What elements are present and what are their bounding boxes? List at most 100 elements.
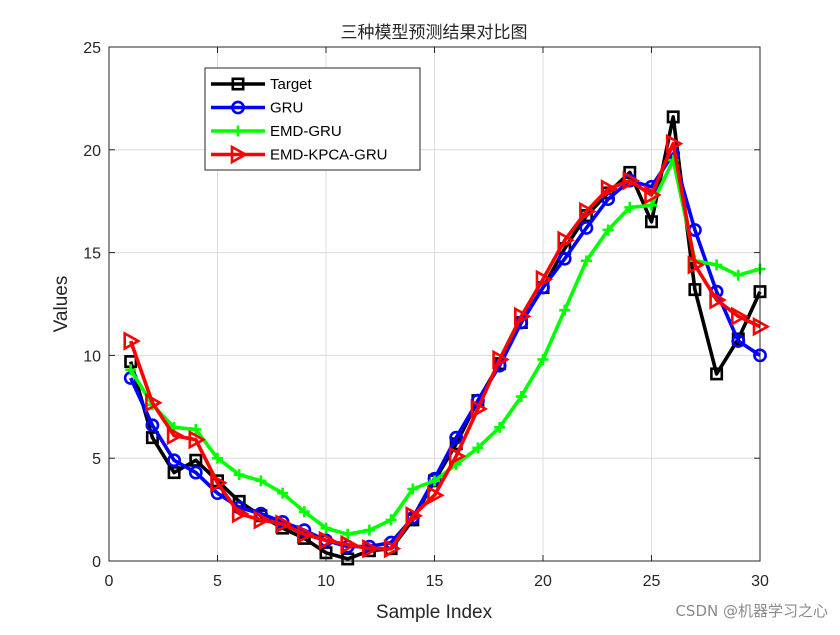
data-point-emd-gru: [646, 199, 657, 211]
data-point-target: [341, 552, 355, 566]
legend-marker-emd-kpca-gru: [230, 144, 249, 165]
data-point-emd-kpca-gru: [687, 255, 706, 275]
legend-entry-target: Target: [211, 76, 313, 93]
x-tick-label: 10: [317, 573, 335, 590]
data-point-emd-gru: [494, 421, 506, 433]
legend-entry-gru: GRU: [211, 100, 303, 117]
data-point-emd-kpca-gru: [622, 170, 640, 191]
data-point-emd-kpca-gru: [557, 230, 575, 250]
data-point-target: [167, 466, 181, 480]
data-point-emd-gru: [125, 364, 137, 376]
data-point-gru: [167, 453, 181, 468]
data-point-emd-kpca-gru: [210, 473, 228, 493]
y-axis-label: Values: [51, 276, 72, 333]
y-tick-label: 5: [92, 451, 101, 468]
data-point-gru: [557, 251, 572, 266]
data-point-emd-kpca-gru: [579, 201, 597, 222]
data-point-emd-kpca-gru: [535, 269, 554, 290]
data-point-emd-gru: [711, 259, 723, 271]
watermark: CSDN @机器学习之心: [675, 602, 828, 620]
legend-marker-target: [231, 77, 245, 91]
data-point-emd-kpca-gru: [427, 485, 445, 505]
data-point-emd-kpca-gru: [362, 538, 380, 559]
data-point-emd-kpca-gru: [145, 392, 163, 413]
legend-marker-gru: [231, 100, 245, 115]
data-point-target: [145, 431, 159, 445]
data-point-gru: [731, 334, 746, 348]
data-point-emd-gru: [537, 354, 549, 366]
data-point-emd-kpca-gru: [492, 349, 510, 370]
data-point-emd-gru: [212, 452, 223, 464]
data-point-gru: [188, 465, 203, 480]
data-point-emd-kpca-gru: [644, 185, 662, 205]
data-point-emd-gru: [407, 483, 419, 495]
legend-label-target: Target: [270, 76, 313, 93]
y-tick-label: 0: [92, 554, 101, 571]
data-point-target: [666, 110, 680, 124]
data-point-emd-kpca-gru: [318, 530, 337, 551]
data-point-emd-kpca-gru: [166, 425, 185, 446]
data-point-emd-kpca-gru: [730, 306, 749, 327]
data-point-emd-gru: [429, 475, 440, 487]
data-point-emd-gru: [732, 269, 744, 281]
data-point-emd-gru: [385, 514, 397, 526]
data-point-emd-kpca-gru: [470, 399, 489, 419]
data-point-emd-gru: [255, 475, 267, 487]
tick-marks: 0 5 10 15 20 25 30 0 5 10 15 20 25: [83, 40, 769, 590]
data-point-emd-kpca-gru: [188, 429, 206, 450]
data-point-emd-kpca-gru: [231, 504, 250, 524]
data-point-emd-gru: [624, 201, 636, 213]
legend-label-gru: GRU: [270, 100, 303, 117]
data-point-emd-kpca-gru: [709, 290, 727, 310]
data-point-target: [189, 453, 203, 467]
legend-marker-emd-gru: [232, 125, 244, 137]
data-point-target: [710, 367, 724, 381]
data-point-emd-kpca-gru: [665, 133, 684, 154]
data-point-emd-kpca-gru: [123, 331, 141, 351]
data-point-emd-gru: [342, 528, 354, 540]
data-point-emd-gru: [580, 255, 592, 267]
data-point-emd-kpca-gru: [383, 538, 402, 559]
data-point-emd-kpca-gru: [513, 306, 532, 327]
series-lines: [123, 110, 771, 566]
x-tick-label: 30: [751, 573, 769, 590]
data-point-emd-gru: [559, 304, 571, 316]
x-tick-label: 0: [105, 573, 114, 590]
x-tick-label: 20: [534, 573, 552, 590]
data-point-gru: [449, 430, 464, 445]
y-tick-label: 15: [83, 246, 101, 263]
legend-label-emd-gru: EMD-GRU: [270, 123, 342, 140]
chart-title: 三种模型预测结果对比图: [341, 23, 528, 43]
data-point-emd-kpca-gru: [296, 524, 315, 544]
x-tick-label: 15: [426, 573, 444, 590]
data-point-emd-kpca-gru: [600, 179, 619, 199]
data-point-emd-gru: [298, 506, 310, 518]
legend: Target GRU EMD-GRU EMD-KPCA-GRU: [204, 67, 421, 171]
data-point-emd-gru: [515, 391, 527, 403]
x-tick-label: 5: [213, 573, 222, 590]
data-point-emd-kpca-gru: [752, 316, 771, 337]
data-point-emd-gru: [320, 522, 332, 534]
y-tick-label: 10: [83, 348, 101, 365]
data-point-emd-gru: [472, 442, 484, 454]
data-point-gru: [145, 418, 160, 433]
data-point-emd-kpca-gru: [448, 446, 467, 466]
data-point-emd-gru: [602, 224, 614, 236]
series-emd-kpca-gru: [123, 133, 771, 559]
data-point-target: [688, 283, 702, 297]
data-point-emd-gru: [277, 487, 289, 499]
data-point-target: [644, 215, 658, 229]
data-point-emd-kpca-gru: [405, 506, 423, 526]
x-axis-label: Sample Index: [376, 602, 493, 623]
data-point-gru: [579, 221, 594, 235]
legend-entry-emd-kpca-gru: EMD-KPCA-GRU: [211, 144, 388, 165]
legend-label-emd-kpca-gru: EMD-KPCA-GRU: [270, 147, 388, 164]
data-point-emd-kpca-gru: [275, 514, 293, 534]
y-tick-label: 25: [83, 40, 101, 57]
data-point-emd-gru: [233, 469, 245, 481]
data-point-emd-kpca-gru: [253, 510, 272, 530]
x-tick-label: 25: [643, 573, 661, 590]
y-tick-label: 20: [83, 143, 101, 160]
